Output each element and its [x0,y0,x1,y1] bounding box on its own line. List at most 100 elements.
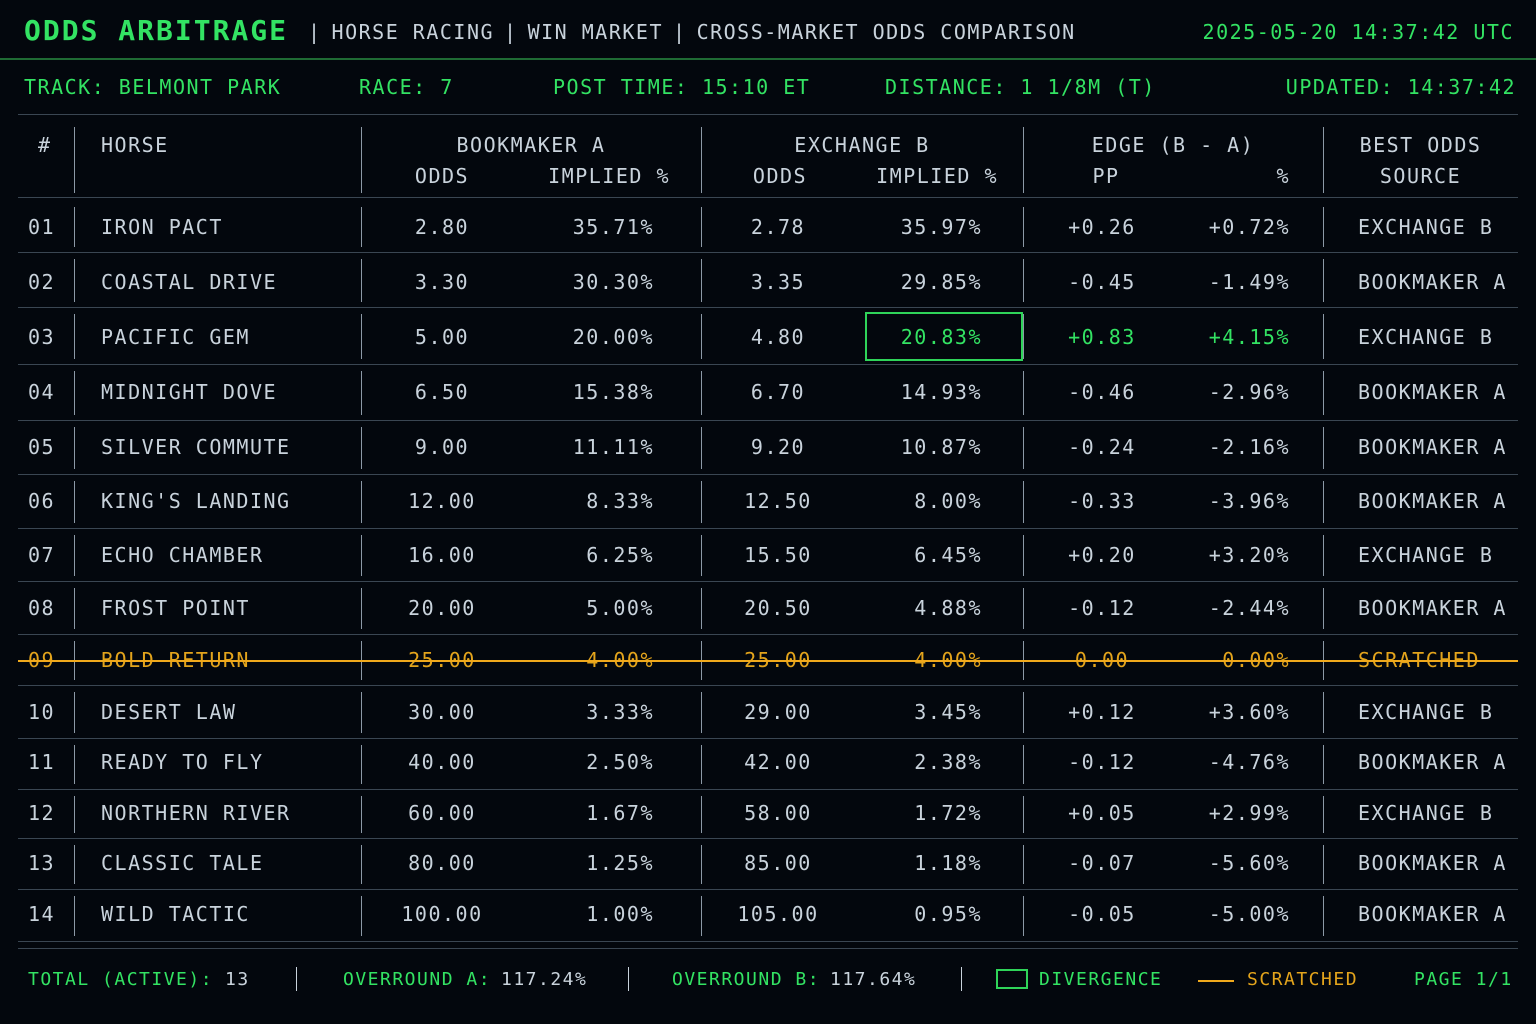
cell-a-odds: 12.00 [408,489,476,513]
footer-separator [628,967,629,991]
cell-edge-pct: -2.96% [1208,380,1290,404]
column-divider [1023,535,1024,576]
cell-edge-pct: -4.76% [1208,750,1290,774]
footer-bar: TOTAL (ACTIVE): 13 OVERROUND A: 117.24% … [18,948,1518,1024]
cell-b-implied: 8.00% [914,489,982,513]
row-divider [18,364,1518,365]
cell-b-implied: 2.38% [914,750,982,774]
col-header-edge-pct[interactable]: % [1276,164,1290,188]
table-row[interactable]: 08 FROST POINT 20.00 5.00% 20.50 4.88% -0.12 -2… [18,582,1518,635]
cell-edge-pp: +0.26 [1068,215,1136,239]
table-row[interactable]: 11 READY TO FLY 40.00 2.50% 42.00 2.38% -0.12 -… [18,739,1518,790]
row-divider [18,838,1518,839]
cell-b-implied: 29.85% [900,270,982,294]
table-row[interactable]: 07 ECHO CHAMBER 16.00 6.25% 15.50 6.45% +0.20 +… [18,529,1518,582]
column-divider [361,896,362,936]
cell-edge-pct: +0.72% [1208,215,1290,239]
cell-edge-pp: -0.46 [1068,380,1136,404]
cell-best-source: BOOKMAKER A [1358,851,1507,875]
cell-a-odds: 16.00 [408,543,476,567]
footer-total-label: TOTAL (ACTIVE): [28,969,214,990]
info-distance: DISTANCE: 1 1/8M (T) [885,75,1156,99]
row-divider [18,528,1518,529]
cell-num: 12 [28,801,56,825]
legend-scratched-label: SCRATCHED [1247,969,1359,990]
table-row[interactable]: 06 KING'S LANDING 12.00 8.33% 12.50 8.00% -0.3… [18,475,1518,529]
col-header-horse[interactable]: HORSE [101,133,169,157]
cell-a-implied: 30.30% [572,270,654,294]
cell-best-source: EXCHANGE B [1358,801,1494,825]
divergence-highlight [865,312,1023,361]
table-row[interactable]: 05 SILVER COMMUTE 9.00 11.11% 9.20 10.87% -0.2… [18,421,1518,475]
cell-edge-pp: -0.12 [1068,750,1136,774]
cell-num: 08 [28,596,56,620]
column-divider [701,259,702,302]
column-divider [701,796,702,833]
column-divider [74,127,75,193]
column-divider [74,535,75,576]
cell-num: 01 [28,215,56,239]
cell-best-source: EXCHANGE B [1358,215,1494,239]
col-header-b-implied[interactable]: IMPLIED % [876,164,998,188]
cell-a-implied: 1.00% [586,902,654,926]
breadcrumb-sport[interactable]: HORSE RACING [331,20,495,44]
cell-a-odds: 60.00 [408,801,476,825]
cell-edge-pct: +4.15% [1208,325,1290,349]
cell-b-odds: 85.00 [744,851,812,875]
column-divider [701,896,702,936]
table-row[interactable]: 04 MIDNIGHT DOVE 6.50 15.38% 6.70 14.93% -0.46… [18,365,1518,421]
page-indicator[interactable]: PAGE 1/1 [1414,969,1513,990]
cell-a-implied: 6.25% [586,543,654,567]
cell-num: 06 [28,489,56,513]
column-divider [74,481,75,523]
column-divider [1323,692,1324,733]
column-divider [701,588,702,629]
column-divider [74,745,75,784]
breadcrumb-view[interactable]: CROSS-MARKET ODDS COMPARISON [696,20,1076,44]
col-header-a-odds[interactable]: ODDS [414,164,470,188]
column-divider [1323,207,1324,247]
column-divider [74,692,75,733]
footer-overround-b-value: 117.64% [830,969,917,990]
column-divider [1023,207,1024,247]
column-divider [74,845,75,884]
cell-b-implied: 20.83% [900,325,982,349]
row-divider [18,474,1518,475]
row-divider [18,789,1518,790]
column-divider [74,588,75,629]
table-row[interactable]: 03 PACIFIC GEM 5.00 20.00% 4.80 20.83% +0.83 +4… [18,308,1518,365]
table-row[interactable]: 14 WILD TACTIC 100.00 1.00% 105.00 0.95% -0.05… [18,890,1518,942]
row-divider [18,420,1518,421]
cell-a-odds: 6.50 [414,380,470,404]
column-divider [701,481,702,523]
table-row[interactable]: 13 CLASSIC TALE 80.00 1.25% 85.00 1.18% -0.07 -… [18,839,1518,890]
col-header-num: # [38,133,52,157]
cell-horse: COASTAL DRIVE [101,270,278,294]
column-divider [74,427,75,469]
cell-num: 07 [28,543,56,567]
row-divider [18,581,1518,582]
col-header-edge-pp[interactable]: PP [1092,164,1120,188]
col-header-a-implied[interactable]: IMPLIED % [548,164,670,188]
table-row[interactable]: 09 BOLD RETURN 25.00 4.00% 25.00 4.00% 0.00 0.0… [18,635,1518,686]
column-divider [74,371,75,415]
column-divider [1023,896,1024,936]
cell-edge-pct: -1.49% [1208,270,1290,294]
cell-best-source: EXCHANGE B [1358,700,1494,724]
table-row[interactable]: 02 COASTAL DRIVE 3.30 30.30% 3.35 29.85% -0.45… [18,253,1518,308]
cell-a-odds: 30.00 [408,700,476,724]
column-divider [1023,845,1024,884]
cell-num: 11 [28,750,56,774]
column-divider [1323,535,1324,576]
row-divider [18,889,1518,890]
col-header-b-odds[interactable]: ODDS [752,164,808,188]
table-row[interactable]: 10 DESERT LAW 30.00 3.33% 29.00 3.45% +0.12 +3.… [18,686,1518,739]
column-divider [361,845,362,884]
table-row[interactable]: 01 IRON PACT 2.80 35.71% 2.78 35.97% +0.26 +0.7… [18,201,1518,253]
info-track: TRACK: BELMONT PARK [24,75,282,99]
breadcrumb-market[interactable]: WIN MARKET [527,20,664,44]
cell-a-odds: 2.80 [414,215,470,239]
column-divider [701,207,702,247]
table-row[interactable]: 12 NORTHERN RIVER 60.00 1.67% 58.00 1.72% +0.0… [18,790,1518,839]
column-divider [361,692,362,733]
